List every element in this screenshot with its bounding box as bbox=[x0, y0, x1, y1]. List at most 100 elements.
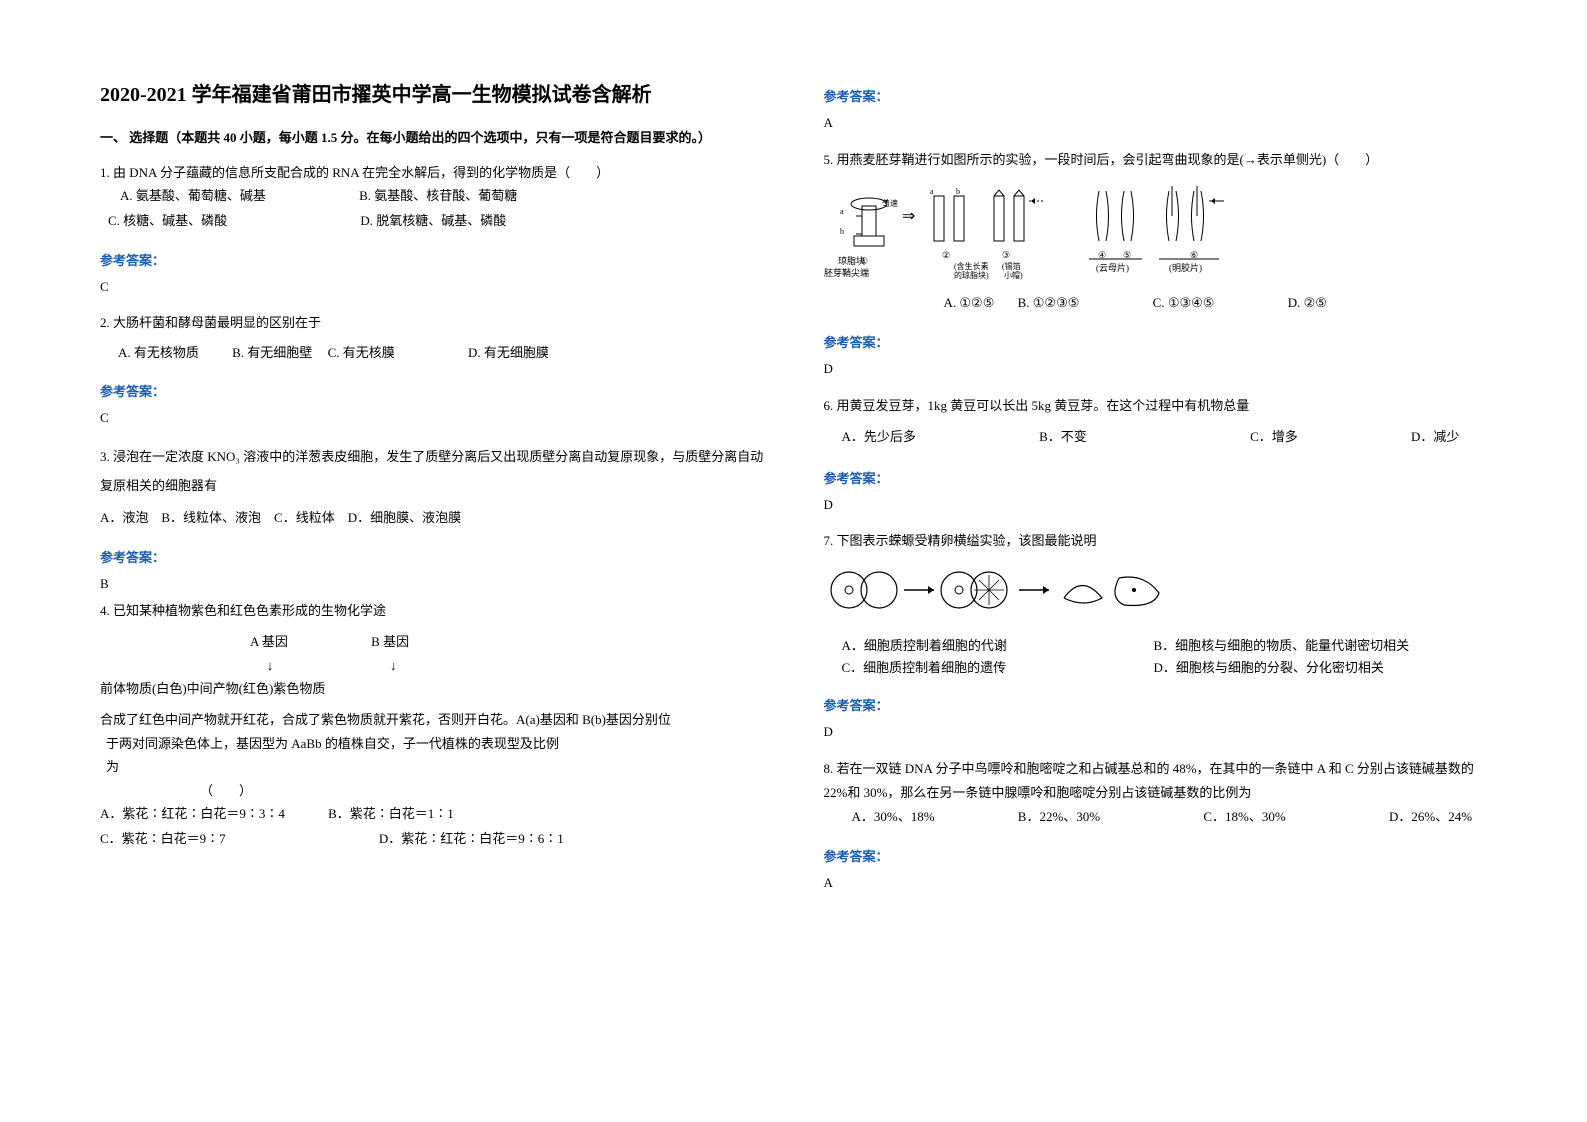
q4-answer-label: 参考答案： bbox=[824, 86, 1488, 105]
q7-options: A．细胞质控制着细胞的代谢 B．细胞核与细胞的物质、能量代谢密切相关 C．细胞质… bbox=[824, 635, 1488, 679]
arrow-down-icon: ↓ bbox=[383, 654, 403, 677]
q7-answer: D bbox=[824, 722, 1488, 743]
svg-text:小帽): 小帽) bbox=[1004, 270, 1023, 280]
q6-text: 6. 用黄豆发豆芽，1kg 黄豆可以长出 5kg 黄豆芽。在这个过程中有机物总量 bbox=[824, 394, 1488, 417]
svg-text:⇒: ⇒ bbox=[902, 208, 915, 225]
svg-text:(含生长素: (含生长素 bbox=[954, 261, 989, 271]
q4-geneA: A 基因 bbox=[250, 634, 288, 649]
q1-optA: A. 氨基酸、葡萄糖、碱基 bbox=[120, 188, 266, 203]
svg-text:②: ② bbox=[941, 250, 949, 260]
q5-answer: D bbox=[824, 359, 1488, 380]
coleoptile-diagram-icon: a b 匀速 ① 琼脂块 胚芽鞘尖端 ⇒ a b ② bbox=[824, 181, 1384, 281]
q8-text: 8. 若在一双链 DNA 分子中鸟嘌呤和胞嘧啶之和占碱基总和的 48%，在其中的… bbox=[824, 757, 1488, 804]
svg-text:b: b bbox=[840, 227, 844, 236]
q8-optC: C．18%、30% bbox=[1203, 809, 1285, 824]
q8-optB: B．22%、30% bbox=[1018, 809, 1100, 824]
document-title: 2020-2021 学年福建省莆田市擢英中学高一生物模拟试卷含解析 bbox=[100, 80, 764, 110]
q5-optD: D. ②⑤ bbox=[1288, 295, 1327, 310]
q2-optD: D. 有无细胞膜 bbox=[468, 345, 549, 360]
q1-optC: C. 核糖、碱基、磷酸 bbox=[108, 213, 227, 228]
left-column: 2020-2021 学年福建省莆田市擢英中学高一生物模拟试卷含解析 一、 选择题… bbox=[100, 80, 764, 1042]
svg-text:的琼脂块): 的琼脂块) bbox=[954, 270, 989, 280]
q6-optA: A．先少后多 bbox=[842, 429, 916, 444]
q7-answer-label: 参考答案： bbox=[824, 695, 1488, 714]
q3-text: 3. 浸泡在一定浓度 KNO₃ 溶液中的洋葱表皮细胞，发生了质壁分离后又出现质壁… bbox=[100, 443, 764, 500]
q5-answer-label: 参考答案： bbox=[824, 332, 1488, 351]
q3-options: A．液泡 B．线粒体、液泡 C．线粒体 D．细胞膜、液泡膜 bbox=[100, 506, 764, 531]
right-column: 参考答案： A 5. 用燕麦胚芽鞘进行如图所示的实验，一段时间后，会引起弯曲现象… bbox=[824, 80, 1488, 1042]
q4-answer: A bbox=[824, 113, 1488, 134]
q2-answer-label: 参考答案： bbox=[100, 381, 764, 400]
q2-options: A. 有无核物质 B. 有无细胞壁 C. 有无核膜 D. 有无细胞膜 bbox=[100, 341, 764, 366]
q1-optD: D. 脱氧核糖、碱基、磷酸 bbox=[360, 213, 506, 228]
q2-answer: C bbox=[100, 408, 764, 429]
svg-text:胚芽鞘尖端: 胚芽鞘尖端 bbox=[824, 267, 869, 278]
q6-answer-label: 参考答案： bbox=[824, 468, 1488, 487]
q4-text: 4. 已知某种植物紫色和红色色素形成的生物化学途 bbox=[100, 599, 764, 622]
svg-text:a: a bbox=[840, 207, 844, 216]
question-1: 1. 由 DNA 分子蕴藏的信息所支配合成的 RNA 在完全水解后，得到的化学物… bbox=[100, 161, 764, 234]
q5-optC: C. ①③④⑤ bbox=[1153, 295, 1215, 310]
q4-optD: D．紫花∶红花∶白花＝9∶6∶1 bbox=[379, 831, 564, 846]
section-header: 一、 选择题（本题共 40 小题，每小题 1.5 分。在每小题给出的四个选项中，… bbox=[100, 128, 764, 149]
q1-answer-label: 参考答案： bbox=[100, 250, 764, 269]
q4-desc1: 合成了红色中间产物就开红花，合成了紫色物质就开紫花，否则开白花。A(a)基因和 … bbox=[100, 708, 764, 731]
question-4: 4. 已知某种植物紫色和红色色素形成的生物化学途 A 基因 B 基因 ↓ ↓ 前… bbox=[100, 599, 764, 852]
q8-optD: D．26%、24% bbox=[1389, 809, 1472, 824]
q4-paren: （ ） bbox=[100, 779, 764, 802]
q5-options: A. ①②⑤ B. ①②③⑤ C. ①③④⑤ D. ②⑤ bbox=[824, 291, 1488, 316]
q2-optA: A. 有无核物质 bbox=[118, 345, 199, 360]
q6-options: A．先少后多 B．不变 C．增多 D．减少 bbox=[824, 423, 1488, 452]
question-7: 7. 下图表示蝾螈受精卵横缢实验，该图最能说明 bbox=[824, 529, 1488, 679]
svg-text:(云母片): (云母片) bbox=[1096, 262, 1129, 273]
question-8: 8. 若在一双链 DNA 分子中鸟嘌呤和胞嘧啶之和占碱基总和的 48%，在其中的… bbox=[824, 757, 1488, 830]
q4-pathway: 前体物质(白色)中间产物(红色)紫色物质 bbox=[100, 677, 764, 700]
question-2: 2. 大肠杆菌和酵母菌最明显的区别在于 A. 有无核物质 B. 有无细胞壁 C.… bbox=[100, 311, 764, 365]
q6-answer: D bbox=[824, 495, 1488, 516]
q8-optA: A．30%、18% bbox=[852, 809, 935, 824]
q1-options: A. 氨基酸、葡萄糖、碱基 B. 氨基酸、核苷酸、葡萄糖 C. 核糖、碱基、磷酸… bbox=[100, 184, 764, 233]
q5-optB: B. ①②③⑤ bbox=[1018, 295, 1080, 310]
q7-optA: A．细胞质控制着细胞的代谢 bbox=[824, 635, 1154, 657]
q4-optB: B．紫花∶白花＝1∶1 bbox=[328, 806, 454, 821]
q6-optC: C．增多 bbox=[1250, 429, 1298, 444]
q2-text: 2. 大肠杆菌和酵母菌最明显的区别在于 bbox=[100, 311, 764, 334]
salamander-egg-icon bbox=[824, 563, 1174, 618]
q4-geneB: B 基因 bbox=[371, 634, 409, 649]
svg-text:(锡箔: (锡箔 bbox=[1002, 261, 1021, 271]
svg-text:匀速: 匀速 bbox=[882, 198, 898, 208]
svg-text:琼脂块: 琼脂块 bbox=[838, 255, 865, 266]
svg-text:b: b bbox=[956, 187, 960, 196]
q8-answer-label: 参考答案： bbox=[824, 846, 1488, 865]
q7-text: 7. 下图表示蝾螈受精卵横缢实验，该图最能说明 bbox=[824, 529, 1488, 552]
q4-desc3: 为 bbox=[100, 755, 764, 778]
q3-answer: B bbox=[100, 574, 764, 595]
q4-gene-diagram: A 基因 B 基因 ↓ ↓ 前体物质(白色)中间产物(红色)紫色物质 bbox=[100, 630, 764, 700]
question-5: 5. 用燕麦胚芽鞘进行如图所示的实验，一段时间后，会引起弯曲现象的是(→表示单侧… bbox=[824, 148, 1488, 316]
question-3: 3. 浸泡在一定浓度 KNO₃ 溶液中的洋葱表皮细胞，发生了质壁分离后又出现质壁… bbox=[100, 443, 764, 531]
q4-options: A．紫花∶红花∶白花＝9∶3∶4 B．紫花∶白花＝1∶1 C．紫花∶白花＝9∶7… bbox=[100, 802, 764, 851]
q6-optD: D．减少 bbox=[1411, 429, 1459, 444]
q4-optC: C．紫花∶白花＝9∶7 bbox=[100, 831, 226, 846]
q7-optC: C．细胞质控制着细胞的遗传 bbox=[824, 657, 1154, 679]
svg-text:③: ③ bbox=[1001, 250, 1009, 260]
arrow-down-icon: ↓ bbox=[260, 654, 280, 677]
q6-optB: B．不变 bbox=[1039, 429, 1087, 444]
q2-optB: B. 有无细胞壁 bbox=[232, 345, 312, 360]
q4-optA: A．紫花∶红花∶白花＝9∶3∶4 bbox=[100, 806, 285, 821]
q3-answer-label: 参考答案： bbox=[100, 547, 764, 566]
q1-optB: B. 氨基酸、核苷酸、葡萄糖 bbox=[359, 188, 517, 203]
question-6: 6. 用黄豆发豆芽，1kg 黄豆可以长出 5kg 黄豆芽。在这个过程中有机物总量… bbox=[824, 394, 1488, 452]
q2-optC: C. 有无核膜 bbox=[328, 345, 395, 360]
q4-desc2: 于两对同源染色体上，基因型为 AaBb 的植株自交，子一代植株的表现型及比例 bbox=[100, 732, 764, 755]
q7-diagram bbox=[824, 563, 1488, 625]
q5-optA: A. ①②⑤ bbox=[944, 295, 995, 310]
q1-answer: C bbox=[100, 277, 764, 298]
svg-text:a: a bbox=[930, 187, 934, 196]
svg-text:(明胶片): (明胶片) bbox=[1169, 262, 1202, 273]
q5-diagram: a b 匀速 ① 琼脂块 胚芽鞘尖端 ⇒ a b ② bbox=[824, 181, 1488, 281]
q1-text: 1. 由 DNA 分子蕴藏的信息所支配合成的 RNA 在完全水解后，得到的化学物… bbox=[100, 161, 764, 184]
q8-answer: A bbox=[824, 873, 1488, 894]
q7-optD: D．细胞核与细胞的分裂、分化密切相关 bbox=[1154, 657, 1384, 679]
q7-optB: B．细胞核与细胞的物质、能量代谢密切相关 bbox=[1154, 635, 1410, 657]
